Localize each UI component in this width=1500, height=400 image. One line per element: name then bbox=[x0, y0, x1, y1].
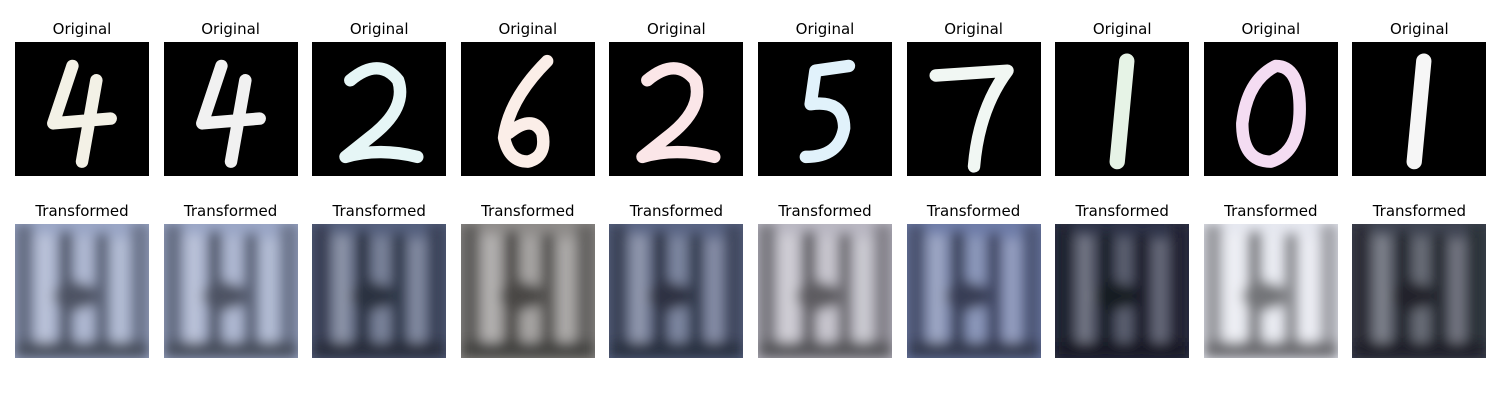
original-digit-image bbox=[164, 42, 298, 176]
transformed-digit-image bbox=[907, 224, 1041, 358]
original-digit-image bbox=[312, 42, 446, 176]
transformed-title: Transformed bbox=[609, 202, 743, 220]
transformed-digit-image bbox=[1352, 224, 1486, 358]
original-digit-image bbox=[1352, 42, 1486, 176]
original-title: Original bbox=[1204, 20, 1338, 38]
digit-stroke bbox=[1117, 61, 1127, 162]
original-title: Original bbox=[1352, 20, 1486, 38]
original-title: Original bbox=[758, 20, 892, 38]
transformed-title: Transformed bbox=[1352, 202, 1486, 220]
transformed-title: Transformed bbox=[312, 202, 446, 220]
original-digit-image bbox=[461, 42, 595, 176]
digit-stroke bbox=[202, 66, 259, 162]
original-title: Original bbox=[1055, 20, 1189, 38]
transformed-digit-image bbox=[1055, 224, 1189, 358]
original-digit-image bbox=[1204, 42, 1338, 176]
transformed-digit-image bbox=[1204, 224, 1338, 358]
digit-stroke bbox=[1415, 61, 1425, 162]
original-title: Original bbox=[907, 20, 1041, 38]
transformed-digit-image bbox=[461, 224, 595, 358]
transformed-digit-image bbox=[758, 224, 892, 358]
digit-stroke bbox=[1242, 66, 1299, 162]
original-title: Original bbox=[609, 20, 743, 38]
digit-stroke bbox=[935, 71, 1007, 167]
original-digit-image bbox=[1055, 42, 1189, 176]
transformed-title: Transformed bbox=[15, 202, 149, 220]
original-title: Original bbox=[15, 20, 149, 38]
transformed-title: Transformed bbox=[1204, 202, 1338, 220]
digit-stroke bbox=[504, 61, 547, 162]
transformed-digit-image bbox=[164, 224, 298, 358]
original-title: Original bbox=[312, 20, 446, 38]
transformed-digit-image bbox=[312, 224, 446, 358]
digit-stroke bbox=[53, 66, 110, 162]
digit-stroke bbox=[643, 68, 715, 157]
original-digit-image bbox=[907, 42, 1041, 176]
transformed-title: Transformed bbox=[1055, 202, 1189, 220]
original-digit-image bbox=[609, 42, 743, 176]
original-digit-image bbox=[758, 42, 892, 176]
transformed-digit-image bbox=[609, 224, 743, 358]
transformed-digit-image bbox=[15, 224, 149, 358]
original-title: Original bbox=[461, 20, 595, 38]
transformed-title: Transformed bbox=[758, 202, 892, 220]
digit-stroke bbox=[806, 66, 849, 157]
digit-stroke bbox=[346, 68, 418, 157]
transformed-title: Transformed bbox=[907, 202, 1041, 220]
original-title: Original bbox=[164, 20, 298, 38]
transformed-title: Transformed bbox=[461, 202, 595, 220]
original-digit-image bbox=[15, 42, 149, 176]
transformed-title: Transformed bbox=[164, 202, 298, 220]
